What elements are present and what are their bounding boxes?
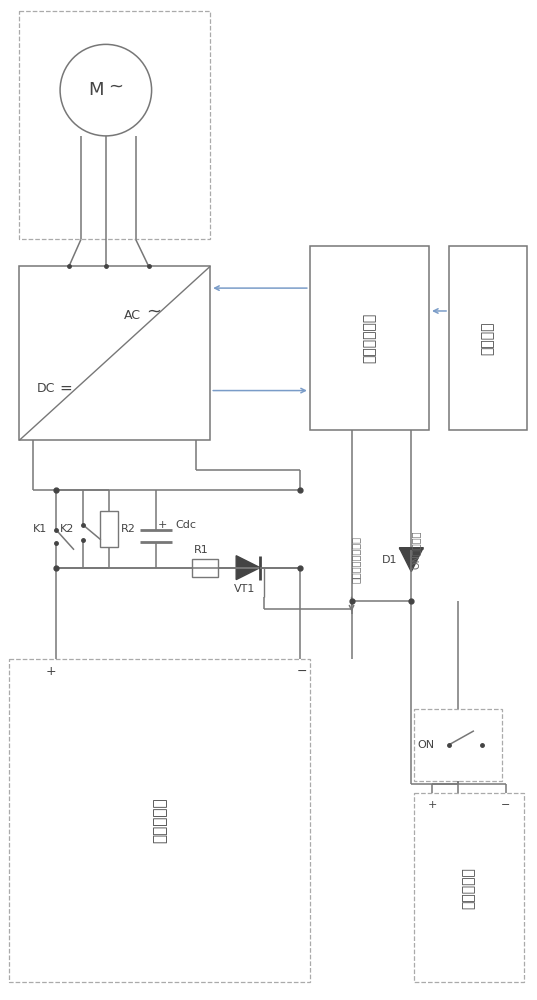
Bar [449, 246, 527, 430]
Text: VT1: VT1 [234, 584, 255, 594]
Text: 主动放电触发信号: 主动放电触发信号 [351, 536, 360, 583]
Polygon shape [236, 556, 260, 580]
Text: +: + [427, 800, 437, 810]
Text: 低压蓄电池: 低压蓄电池 [462, 867, 476, 909]
Bar [9, 659, 310, 982]
Text: ON信号检测: ON信号检测 [410, 530, 420, 569]
Text: K2: K2 [60, 524, 74, 534]
Text: +: + [46, 665, 56, 678]
Text: K1: K1 [33, 524, 47, 534]
Text: +: + [157, 520, 167, 530]
Bar [19, 266, 211, 440]
Bar [414, 793, 524, 982]
Text: −: − [296, 665, 307, 678]
Polygon shape [400, 548, 423, 572]
Text: 高压蓄电池: 高压蓄电池 [152, 798, 167, 843]
Text: M: M [88, 81, 104, 99]
Text: D1: D1 [381, 555, 397, 565]
Bar [310, 246, 429, 430]
Text: 低压控制单元: 低压控制单元 [362, 313, 376, 363]
Bar [414, 709, 502, 781]
Bar [19, 11, 211, 239]
Bar [192, 559, 218, 577]
Text: ~: ~ [108, 77, 124, 95]
Text: DC: DC [37, 382, 55, 395]
Text: ON: ON [418, 740, 435, 750]
Text: ~: ~ [146, 303, 161, 321]
Text: R2: R2 [121, 524, 136, 534]
Text: 低压供电: 低压供电 [481, 321, 495, 355]
Text: Cdc: Cdc [176, 520, 197, 530]
Text: −: − [501, 800, 511, 810]
Text: AC: AC [124, 309, 141, 322]
Text: =: = [59, 381, 72, 396]
Bar [100, 511, 118, 547]
Text: R1: R1 [194, 545, 209, 555]
